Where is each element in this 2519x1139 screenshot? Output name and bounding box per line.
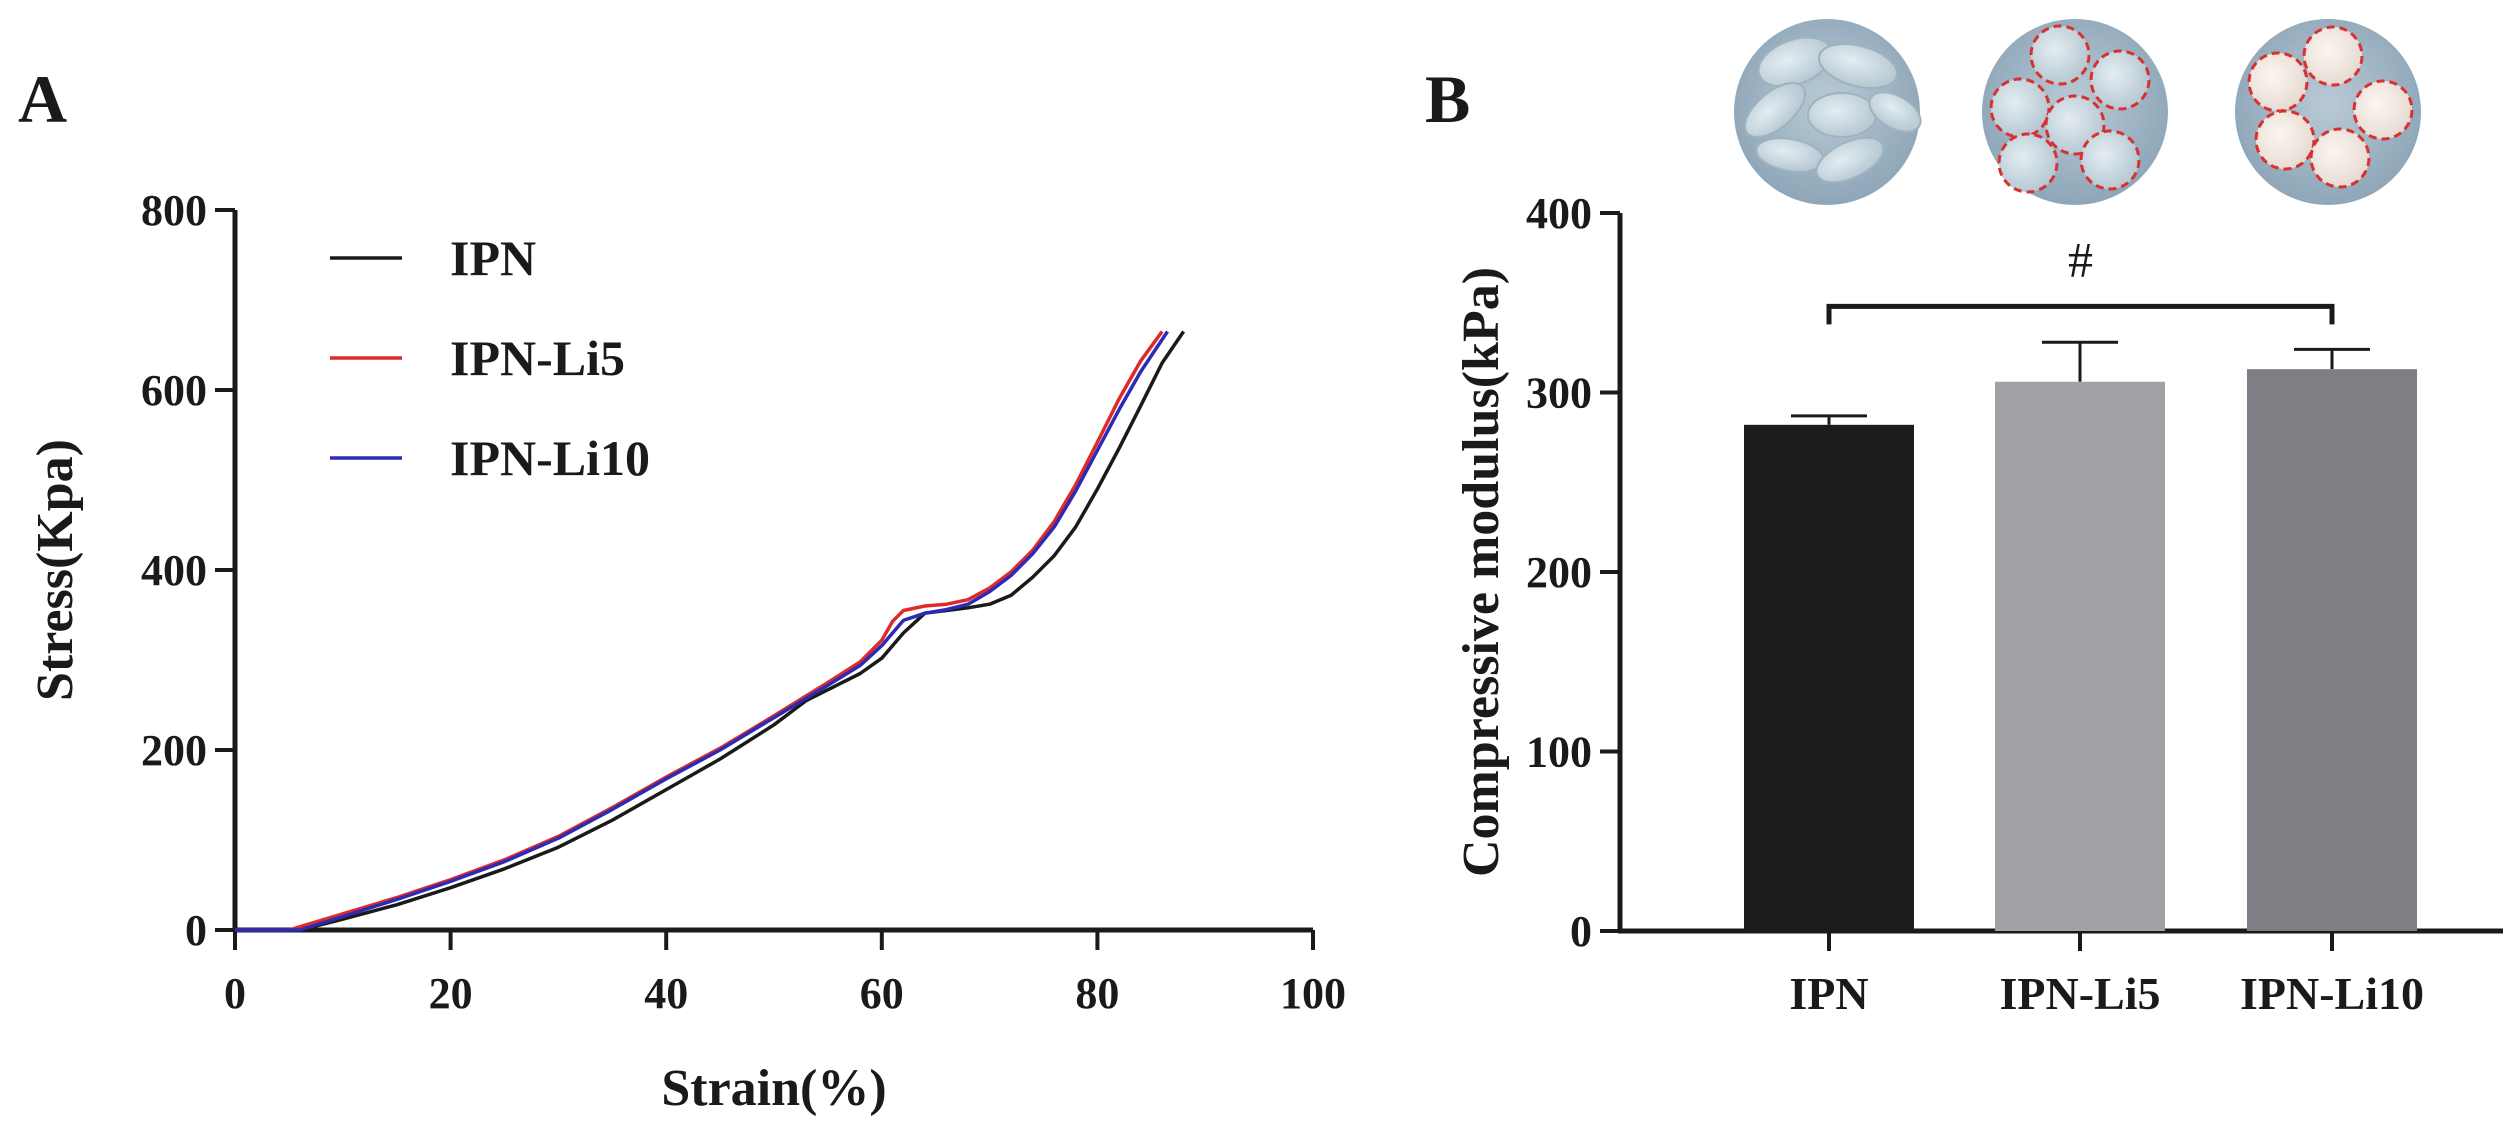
x-tick-label: 100	[1280, 969, 1346, 1018]
panel-b-bar-chart: 0 100 200 300 400 IPN IPN-Li5 IPN-Li10 # Compr…	[1453, 189, 2503, 1019]
legend-label: IPN-Li5	[450, 330, 625, 386]
panel-a-label: A	[18, 61, 67, 137]
bar-ipn-li10	[2247, 369, 2417, 931]
y-tick-label: 200	[1526, 548, 1592, 597]
panel-a-y-axis-title: Stress(Kpa)	[27, 439, 84, 701]
x-tick-label: 40	[644, 969, 688, 1018]
significance-bracket	[1826, 303, 2335, 325]
y-tick-label: 0	[1570, 907, 1592, 956]
panel-b-bars-group	[1744, 340, 2417, 932]
panel-a-series-group	[235, 330, 1186, 932]
panel-b-label: B	[1425, 61, 1470, 137]
hydrogel-photo-ipn-li5	[1982, 19, 2168, 205]
y-tick-label: 400	[141, 546, 207, 595]
bar-ipn-li5	[1995, 381, 2165, 932]
x-tick-label: 20	[429, 969, 473, 1018]
x-category-label: IPN-Li5	[2000, 968, 2161, 1019]
panel-a-x-ticks: 0 20 40 60 80 100	[224, 930, 1346, 1018]
x-category-label: IPN-Li10	[2240, 968, 2424, 1019]
bar-ipn	[1744, 424, 1914, 931]
legend-label: IPN	[450, 230, 536, 286]
x-tick-label: 60	[860, 969, 904, 1018]
x-tick-label: 80	[1075, 969, 1119, 1018]
y-tick-label: 200	[141, 726, 207, 775]
panel-b-y-axis-title: Compressive modulus(kPa)	[1453, 267, 1510, 877]
y-tick-label: 0	[185, 906, 207, 955]
significance-marker: #	[2068, 231, 2093, 287]
panel-b-y-ticks: 0 100 200 300 400	[1526, 189, 1620, 956]
series-line-ipn-li5	[235, 330, 1164, 932]
hydrogel-photo-ipn	[1734, 19, 1922, 205]
panel-b-significance: #	[1826, 231, 2335, 325]
x-tick-label: 0	[224, 969, 246, 1018]
x-category-label: IPN	[1789, 968, 1868, 1019]
y-tick-label: 800	[141, 186, 207, 235]
y-tick-label: 300	[1526, 369, 1592, 418]
legend-label: IPN-Li10	[450, 430, 650, 486]
series-line-ipn-li10	[235, 330, 1169, 932]
y-tick-label: 100	[1526, 728, 1592, 777]
hydrogel-photo-ipn-li10	[2235, 19, 2421, 205]
y-tick-label: 400	[1526, 189, 1592, 238]
panel-b-x-ticks: IPN IPN-Li5 IPN-Li10	[1789, 931, 2424, 1019]
panel-a-y-ticks: 0 200 400 600 800	[141, 186, 235, 955]
y-tick-label: 600	[141, 366, 207, 415]
panel-a-x-axis-title: Strain(%)	[661, 1060, 886, 1117]
panel-a-legend: IPN IPN-Li5 IPN-Li10	[330, 230, 650, 486]
series-line-ipn	[235, 330, 1186, 932]
